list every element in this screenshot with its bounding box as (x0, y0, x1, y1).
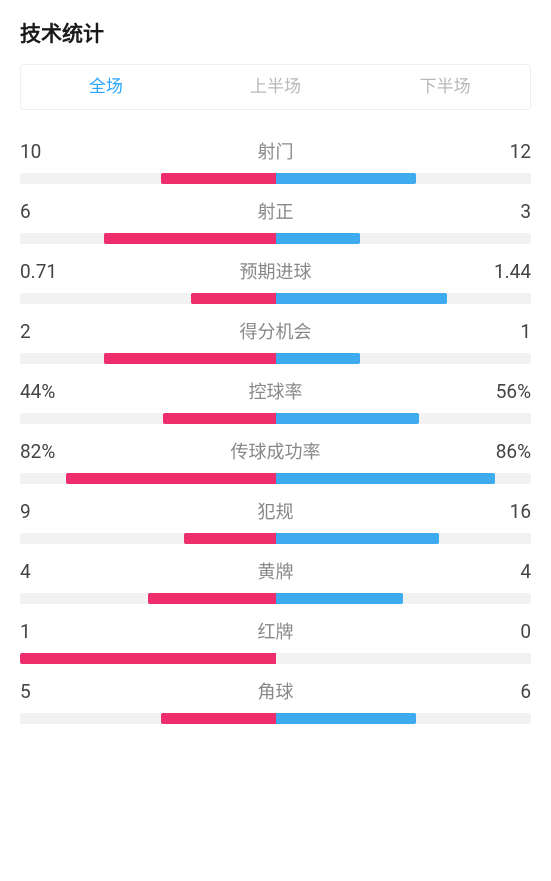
stat-value-right: 4 (481, 560, 531, 583)
stat-bar-left-fill (191, 293, 275, 304)
stats-list: 10射门126射正30.71预期进球1.442得分机会144%控球率56%82%… (20, 138, 531, 724)
stat-bar-left-fill (161, 713, 276, 724)
stat-bar (20, 473, 531, 484)
stat-value-right: 56% (481, 380, 531, 403)
tab-0[interactable]: 全场 (21, 65, 191, 109)
stat-header: 82%传球成功率86% (20, 438, 531, 464)
stat-value-left: 10 (20, 140, 70, 163)
stat-row: 10射门12 (20, 138, 531, 184)
stat-value-right: 3 (481, 200, 531, 223)
stat-label: 犯规 (70, 498, 481, 524)
stat-bar (20, 533, 531, 544)
stat-header: 5角球6 (20, 678, 531, 704)
stat-value-left: 9 (20, 500, 70, 523)
stat-value-right: 1.44 (481, 260, 531, 283)
stat-bar-right-fill (276, 173, 417, 184)
stat-header: 6射正3 (20, 198, 531, 224)
stat-label: 预期进球 (70, 258, 481, 284)
tab-2[interactable]: 下半场 (360, 65, 530, 109)
stat-header: 4黄牌4 (20, 558, 531, 584)
stat-row: 5角球6 (20, 678, 531, 724)
stat-bar-right-fill (276, 353, 360, 364)
stat-bar-right-fill (276, 533, 440, 544)
stat-label: 射门 (70, 138, 481, 164)
stat-value-right: 0 (481, 620, 531, 643)
stat-bar-right-fill (276, 413, 419, 424)
stat-bar (20, 353, 531, 364)
stat-row: 44%控球率56% (20, 378, 531, 424)
stat-value-left: 1 (20, 620, 70, 643)
stat-bar (20, 593, 531, 604)
stat-header: 10射门12 (20, 138, 531, 164)
stat-bar-right-fill (276, 473, 496, 484)
stat-value-right: 86% (481, 440, 531, 463)
stat-value-left: 2 (20, 320, 70, 343)
stat-value-left: 4 (20, 560, 70, 583)
stat-label: 射正 (70, 198, 481, 224)
stat-bar-left-fill (20, 653, 276, 664)
stat-row: 4黄牌4 (20, 558, 531, 604)
stat-label: 角球 (70, 678, 481, 704)
period-tabs: 全场上半场下半场 (20, 64, 531, 110)
stat-header: 0.71预期进球1.44 (20, 258, 531, 284)
stat-row: 82%传球成功率86% (20, 438, 531, 484)
stat-row: 0.71预期进球1.44 (20, 258, 531, 304)
stat-bar-left-fill (163, 413, 275, 424)
stat-value-right: 6 (481, 680, 531, 703)
stat-bar-left-fill (104, 233, 275, 244)
stat-row: 2得分机会1 (20, 318, 531, 364)
stat-bar-right-fill (276, 713, 417, 724)
stat-value-left: 0.71 (20, 260, 70, 283)
stat-header: 2得分机会1 (20, 318, 531, 344)
stat-value-right: 16 (481, 500, 531, 523)
stat-bar-left-fill (148, 593, 276, 604)
stat-label: 红牌 (70, 618, 481, 644)
stat-label: 黄牌 (70, 558, 481, 584)
stat-bar (20, 233, 531, 244)
stat-bar-right-fill (276, 233, 360, 244)
page-title: 技术统计 (20, 18, 531, 48)
stat-value-left: 82% (20, 440, 70, 463)
stat-header: 44%控球率56% (20, 378, 531, 404)
stat-bar (20, 173, 531, 184)
stat-bar-left-fill (184, 533, 276, 544)
stat-bar (20, 413, 531, 424)
stat-bar (20, 653, 531, 664)
stat-header: 9犯规16 (20, 498, 531, 524)
stat-bar-left-fill (104, 353, 275, 364)
stat-bar-left-fill (161, 173, 276, 184)
stat-bar-right-fill (276, 293, 447, 304)
stat-header: 1红牌0 (20, 618, 531, 644)
stat-value-left: 6 (20, 200, 70, 223)
stat-value-right: 12 (481, 140, 531, 163)
stat-bar-left-fill (66, 473, 276, 484)
stats-panel: 技术统计 全场上半场下半场 10射门126射正30.71预期进球1.442得分机… (0, 0, 551, 724)
stat-value-left: 5 (20, 680, 70, 703)
stat-row: 6射正3 (20, 198, 531, 244)
stat-value-left: 44% (20, 380, 70, 403)
stat-bar-right-fill (276, 593, 404, 604)
stat-label: 得分机会 (70, 318, 481, 344)
stat-label: 控球率 (70, 378, 481, 404)
stat-label: 传球成功率 (70, 438, 481, 464)
stat-row: 1红牌0 (20, 618, 531, 664)
tab-1[interactable]: 上半场 (191, 65, 361, 109)
stat-value-right: 1 (481, 320, 531, 343)
stat-bar (20, 713, 531, 724)
stat-bar (20, 293, 531, 304)
stat-row: 9犯规16 (20, 498, 531, 544)
